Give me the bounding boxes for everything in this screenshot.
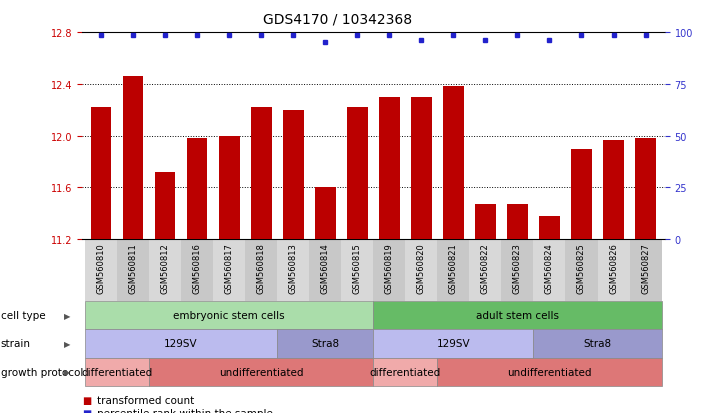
Text: transformed count: transformed count	[97, 395, 195, 405]
Bar	[507, 205, 528, 240]
Bar	[187, 139, 208, 240]
Bar	[283, 111, 304, 240]
Bar	[571, 149, 592, 240]
Text: ■: ■	[82, 408, 91, 413]
Bar	[475, 205, 496, 240]
Bar	[635, 139, 656, 240]
Text: embryonic stem cells: embryonic stem cells	[173, 311, 285, 320]
Bar	[90, 108, 112, 240]
Text: differentiated: differentiated	[81, 367, 153, 377]
Bar	[411, 97, 432, 240]
Text: differentiated: differentiated	[370, 367, 441, 377]
Bar	[219, 136, 240, 240]
Text: adult stem cells: adult stem cells	[476, 311, 559, 320]
Bar	[443, 87, 464, 240]
Bar	[539, 216, 560, 240]
Bar	[122, 77, 144, 240]
Text: undifferentiated: undifferentiated	[219, 367, 304, 377]
Bar	[379, 97, 400, 240]
Text: strain: strain	[1, 339, 31, 349]
Text: 129SV: 129SV	[164, 339, 198, 349]
Text: undifferentiated: undifferentiated	[507, 367, 592, 377]
Bar	[603, 140, 624, 240]
Text: 129SV: 129SV	[437, 339, 470, 349]
Bar	[347, 108, 368, 240]
Text: ▶: ▶	[64, 367, 71, 376]
Text: ▶: ▶	[64, 339, 71, 348]
Bar	[251, 108, 272, 240]
Text: ■: ■	[82, 395, 91, 405]
Text: ▶: ▶	[64, 311, 71, 320]
Text: percentile rank within the sample: percentile rank within the sample	[97, 408, 273, 413]
Bar	[155, 173, 176, 240]
Text: Stra8: Stra8	[584, 339, 611, 349]
Text: GDS4170 / 10342368: GDS4170 / 10342368	[263, 12, 412, 26]
Text: Stra8: Stra8	[311, 339, 339, 349]
Bar	[315, 188, 336, 240]
Text: growth protocol: growth protocol	[1, 367, 83, 377]
Text: cell type: cell type	[1, 311, 46, 320]
